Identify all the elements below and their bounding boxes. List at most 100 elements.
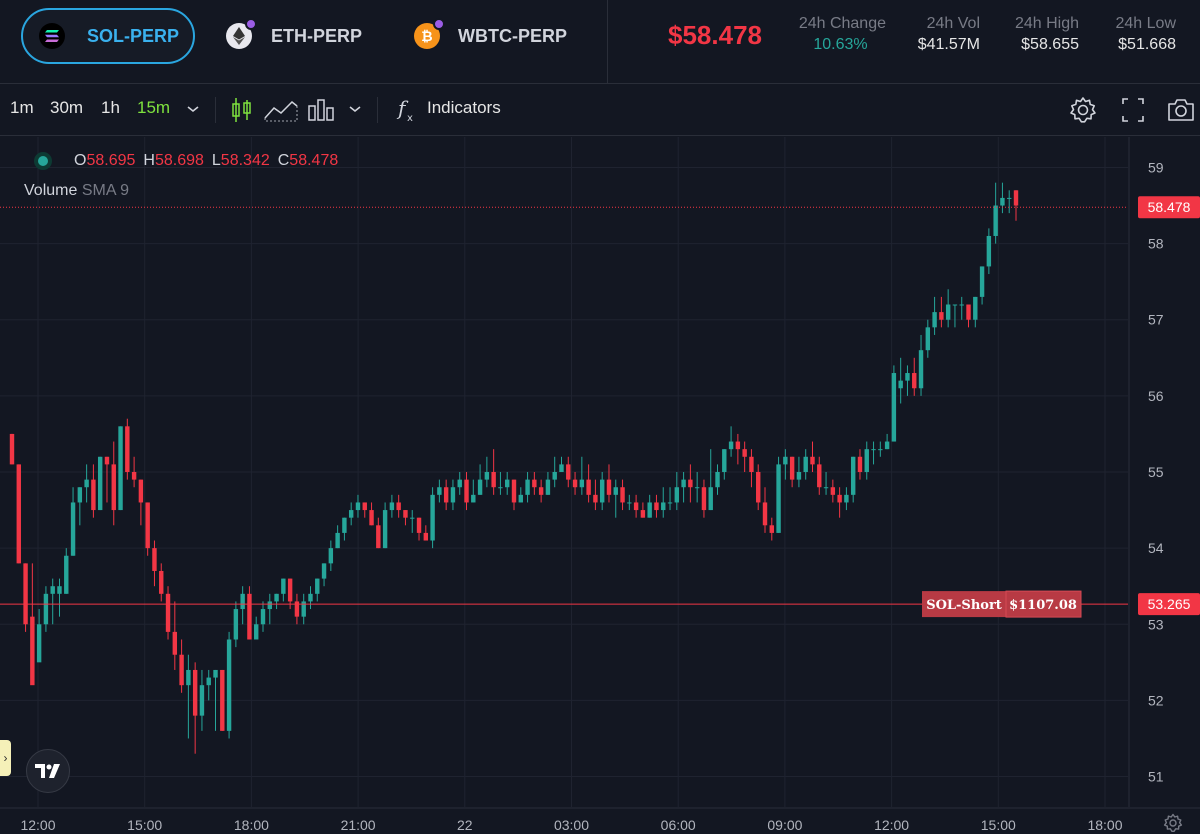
chart-type-chevron-icon[interactable] (348, 101, 362, 119)
candle-body (776, 464, 781, 533)
candles-icon[interactable] (231, 96, 253, 129)
candle (138, 479, 144, 526)
candle (84, 464, 89, 503)
candle (118, 426, 123, 511)
candle-body (878, 449, 883, 451)
indicators-button[interactable]: Indicators (427, 98, 501, 117)
axis-settings-gear-icon[interactable] (1163, 813, 1183, 833)
time-tick-label: 18:00 (1087, 817, 1122, 833)
candle-body (118, 426, 123, 511)
candle-body (742, 449, 747, 457)
market-tab-eth[interactable]: ETH-PERP (226, 8, 362, 64)
candle-body (545, 479, 551, 495)
position-label: SOL-Short (926, 598, 1002, 613)
candle-body (321, 563, 327, 579)
candle (260, 601, 266, 632)
candle-body (267, 601, 272, 610)
candle (220, 669, 225, 731)
bar-chart-icon[interactable] (308, 96, 336, 129)
candle-body (966, 304, 971, 320)
candle (30, 563, 35, 686)
candle (633, 494, 639, 518)
candle-body (620, 487, 625, 503)
interval-1m[interactable]: 1m (10, 98, 34, 117)
candle (979, 266, 985, 305)
stat-label: 24h Change (798, 15, 886, 32)
time-tick-label: 12:00 (20, 817, 55, 833)
candle (627, 494, 632, 511)
screenshot-camera-icon[interactable] (1166, 96, 1196, 129)
candle-body (464, 479, 469, 503)
candle (511, 479, 517, 511)
interval-dropdown-chevron-icon[interactable] (186, 101, 200, 119)
candle (36, 609, 42, 663)
candle-body (294, 601, 300, 617)
candle-body (233, 609, 239, 640)
candle (599, 472, 605, 511)
candle-body (125, 426, 130, 472)
candle (952, 304, 958, 328)
area-chart-icon[interactable] (264, 96, 298, 129)
fullscreen-icon[interactable] (1121, 96, 1145, 129)
interval-15m[interactable]: 15m (137, 98, 171, 117)
time-tick-label: 09:00 (767, 817, 802, 833)
candle (165, 586, 171, 640)
position-badge[interactable]: SOL-Short $1107.08 (922, 590, 1082, 618)
volume-legend[interactable]: Volume SMA 9 (24, 182, 129, 200)
drawing-toolbar-toggle[interactable]: › (0, 740, 11, 776)
stat-label: 24h Vol (926, 15, 980, 32)
candle-body (491, 472, 496, 488)
candle-body (918, 350, 924, 389)
candle (850, 456, 856, 503)
candle (817, 456, 822, 495)
candle-body (945, 304, 951, 320)
candle-body (837, 494, 842, 503)
position-price-tag (1138, 593, 1200, 616)
toolbar-divider (377, 97, 378, 123)
interval-30m[interactable]: 30m (50, 98, 84, 117)
candle (491, 449, 496, 495)
candle-body (925, 327, 931, 351)
candle (579, 456, 585, 495)
candle-body (342, 517, 347, 533)
candle-body (606, 479, 612, 495)
candle (342, 517, 347, 541)
settings-gear-icon[interactable] (1069, 96, 1097, 129)
candle-body (857, 456, 863, 472)
candle (912, 357, 917, 396)
candle (179, 639, 184, 693)
market-tab-wbtc[interactable]: ₿ WBTC-PERP (414, 8, 567, 64)
candle-body (694, 487, 700, 489)
solana-icon (39, 23, 65, 49)
candle (1000, 182, 1005, 214)
candle (945, 289, 951, 328)
market-tab-label: WBTC-PERP (458, 25, 567, 46)
symbol-status-icon[interactable] (34, 152, 52, 170)
candle-body (1013, 190, 1019, 206)
candle-body (708, 487, 713, 511)
candle-body (817, 464, 822, 488)
candle-body (369, 510, 374, 526)
candle-body (274, 593, 279, 602)
price-tick-label: 59 (1148, 159, 1164, 175)
interval-1h[interactable]: 1h (101, 98, 120, 117)
candle-body (77, 487, 83, 503)
indicators-fx-icon[interactable]: f x (396, 95, 418, 130)
candle (586, 464, 591, 503)
candle-body (43, 593, 49, 625)
candle (186, 654, 191, 739)
candle-body (138, 479, 144, 503)
candle (335, 525, 340, 549)
candle-body (213, 669, 218, 678)
candle (776, 456, 781, 533)
price-chart[interactable]: 58.478 SOL-Short $1107.08 53.265 51 52 53 54 55… (0, 137, 1200, 834)
candle (125, 418, 130, 480)
open-key: O (74, 152, 87, 169)
market-tab-sol[interactable]: SOL-PERP (21, 8, 195, 64)
stat-value: 10.63% (813, 36, 868, 53)
candle-body (403, 510, 408, 518)
tradingview-logo-icon[interactable] (26, 749, 70, 793)
stat-value: $51.668 (1118, 36, 1176, 53)
candle-body (450, 487, 456, 503)
candle-body (688, 479, 693, 488)
